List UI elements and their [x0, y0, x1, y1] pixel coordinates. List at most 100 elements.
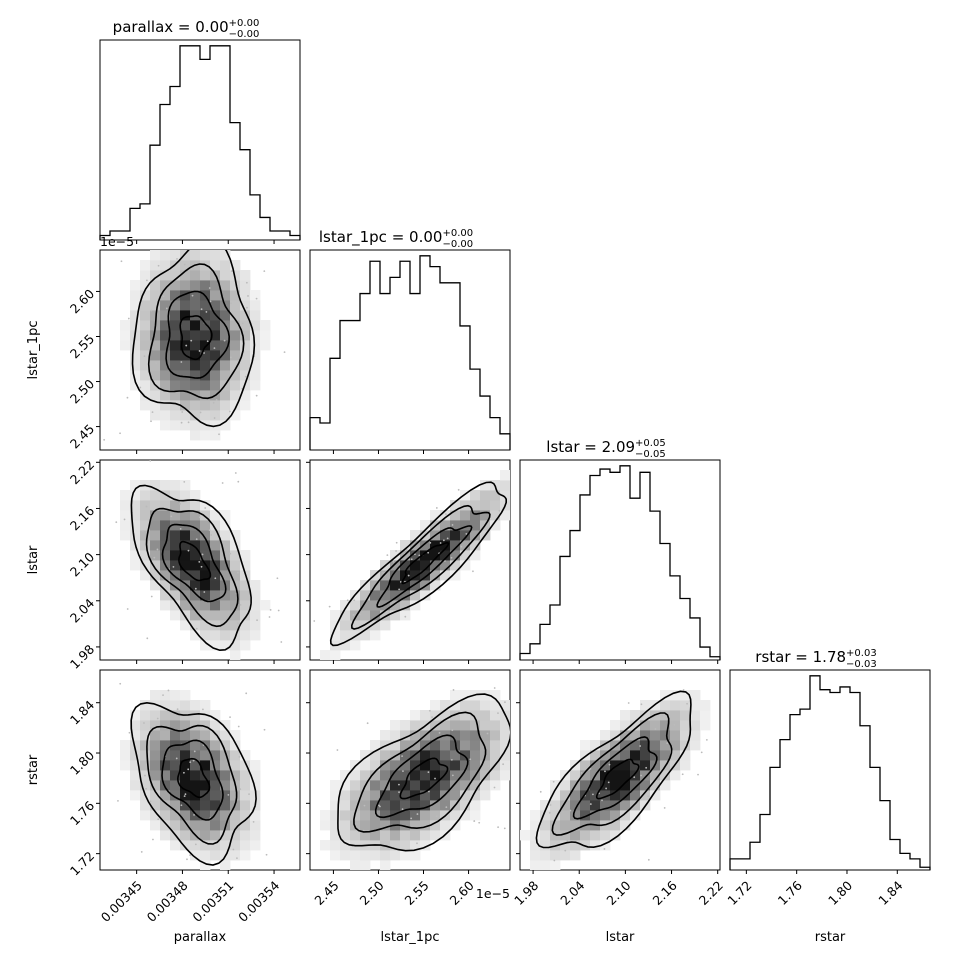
sample-point: [189, 854, 191, 857]
density-cell: [210, 840, 221, 851]
density-cell: [550, 780, 561, 791]
sample-point: [402, 603, 405, 606]
density-cell: [240, 340, 251, 351]
sample-point: [143, 355, 146, 358]
density-cell: [400, 770, 411, 781]
sample-point: [119, 432, 121, 435]
sample-point: [382, 572, 384, 574]
density-cell: [430, 550, 441, 561]
density-cell: [120, 760, 131, 771]
density-cell: [340, 630, 351, 641]
density-cell: [470, 780, 481, 791]
density-cell: [190, 550, 201, 561]
sample-point: [212, 401, 215, 404]
density-cell: [230, 810, 241, 821]
density-cell: [220, 640, 231, 651]
density-cell: [180, 820, 191, 831]
sample-point: [666, 742, 669, 745]
density-cell: [150, 280, 161, 291]
density-cell: [600, 780, 611, 791]
density-cell: [160, 530, 171, 541]
density-cell: [170, 280, 181, 291]
density-cell: [430, 790, 441, 801]
density-cell: [640, 710, 651, 721]
density-cell: [130, 360, 141, 371]
density-cell: [170, 350, 181, 361]
density-cell: [240, 330, 251, 341]
density-cell: [210, 790, 221, 801]
sample-point: [266, 233, 268, 235]
sample-point: [152, 838, 154, 841]
density-cell: [360, 790, 371, 801]
density-cell: [150, 340, 161, 351]
density-cell: [190, 250, 201, 261]
density-cell: [150, 770, 161, 781]
density-cell: [190, 520, 201, 531]
sample-point: [142, 747, 145, 750]
sample-point: [145, 787, 148, 790]
density-cell: [180, 810, 191, 821]
density-cell: [210, 580, 221, 591]
sample-point: [230, 356, 232, 359]
density-cell: [190, 630, 201, 641]
sample-point: [184, 793, 187, 796]
sample-point: [553, 859, 556, 862]
density-cell: [340, 620, 351, 631]
density-cell: [640, 700, 651, 711]
histogram-parallax: parallax = 0.00+0.00−0.00: [99, 18, 301, 241]
density-cell: [600, 750, 611, 761]
title-value: 0.00: [195, 18, 228, 36]
density-cell: [140, 760, 151, 771]
density-cell: [210, 260, 221, 271]
density-cell: [400, 800, 411, 811]
sample-point: [705, 738, 708, 741]
density-cell: [380, 590, 391, 601]
sample-point: [363, 804, 366, 807]
density-cell: [240, 560, 251, 571]
density-cell: [380, 610, 391, 621]
density-cell: [490, 780, 501, 791]
x-axis-label: lstar: [606, 930, 635, 945]
density-cell: [460, 730, 471, 741]
density-cell: [170, 700, 181, 711]
density-cell: [200, 320, 211, 331]
density-cell: [700, 700, 711, 711]
density-cell: [180, 720, 191, 731]
density-cell: [660, 700, 671, 711]
sample-point: [246, 306, 248, 309]
sample-point: [109, 437, 111, 439]
density-cell: [490, 700, 501, 711]
density-cell: [190, 840, 201, 851]
sample-point: [592, 793, 594, 796]
density-cell: [170, 780, 181, 791]
density-cell: [240, 780, 251, 791]
sample-point: [150, 595, 153, 598]
sample-point: [434, 777, 436, 780]
sample-point: [307, 745, 309, 747]
density-cell: [140, 330, 151, 341]
density-cell: [120, 500, 131, 511]
density-cell: [340, 830, 351, 841]
density-cell: [420, 550, 431, 561]
density-cell: [150, 580, 161, 591]
density-cell: [330, 810, 341, 821]
density-cell: [460, 770, 471, 781]
density-cell: [400, 840, 411, 851]
density-cell: [200, 280, 211, 291]
title-plus: +0.03: [846, 648, 877, 659]
density-cell: [180, 800, 191, 811]
density-cell: [400, 610, 411, 621]
density-cell: [230, 390, 241, 401]
density-cell: [220, 360, 231, 371]
density-cell: [400, 580, 411, 591]
density-cell: [430, 820, 441, 831]
sample-point: [304, 682, 306, 684]
sample-point: [276, 577, 279, 580]
density-cell: [150, 760, 161, 771]
sample-point: [503, 827, 506, 830]
sample-point: [647, 858, 650, 861]
density-cell: [420, 590, 431, 601]
density-cell: [210, 720, 221, 731]
sample-point: [268, 616, 271, 618]
density-cell: [140, 720, 151, 731]
